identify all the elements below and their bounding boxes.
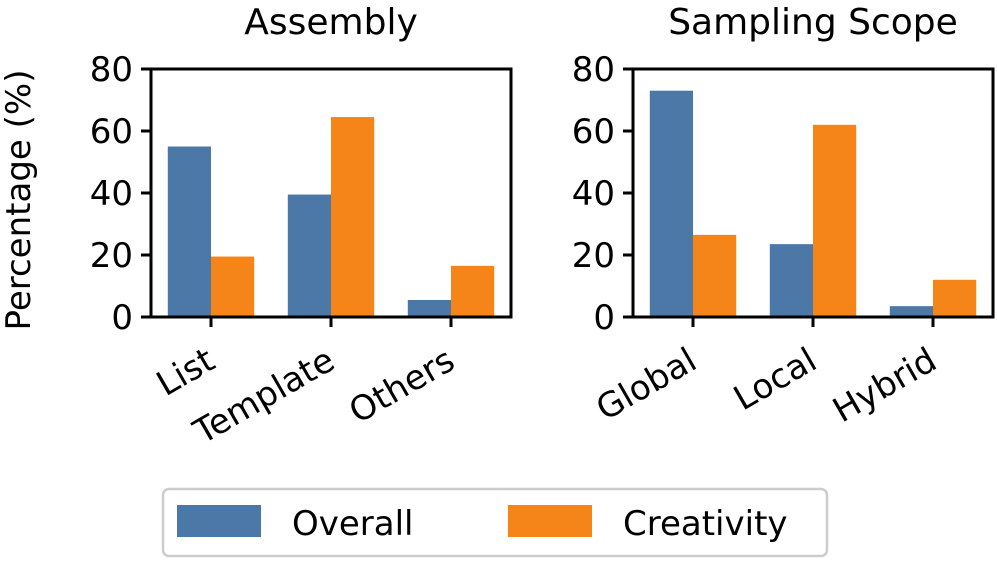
legend-label-creativity: Creativity	[623, 504, 788, 544]
assembly-bar-creativity-others	[451, 265, 495, 317]
assembly-bar-creativity-template	[331, 117, 375, 317]
sampling-scope-panel: Sampling Scope 0 20 40 60 80 Global Local Hybri…	[572, 2, 995, 431]
sampling-scope-bars	[649, 90, 977, 317]
assembly-ytick-label-60: 60	[90, 112, 133, 152]
sampling-scope-ytick-label-80: 80	[572, 50, 615, 90]
legend-frame	[161, 487, 829, 558]
sampling-scope-title: Sampling Scope	[668, 2, 958, 43]
assembly-bar-overall-others	[407, 299, 451, 317]
assembly-xtick-label-others: Others	[343, 340, 462, 432]
sampling-scope-axes: 0 20 40 60 80 Global Local Hybrid	[572, 50, 944, 431]
sampling-scope-ytick-label-60: 60	[572, 112, 615, 152]
sampling-scope-bar-overall-hybrid	[889, 306, 933, 317]
sampling-scope-ytick-label-0: 0	[593, 298, 615, 338]
legend-swatch-creativity	[508, 505, 592, 537]
sampling-scope-bar-creativity-hybrid	[933, 279, 977, 317]
legend-swatch-overall	[177, 505, 261, 537]
assembly-ytick-label-40: 40	[90, 174, 133, 214]
sampling-scope-xtick-label-global: Global	[590, 340, 704, 429]
assembly-title: Assembly	[244, 2, 418, 43]
sampling-scope-bar-overall-local	[769, 244, 813, 317]
assembly-ytick-label-0: 0	[111, 298, 133, 338]
sampling-scope-xtick-label-local: Local	[727, 340, 823, 419]
assembly-bar-creativity-list	[211, 256, 255, 317]
assembly-bar-overall-list	[167, 146, 211, 317]
sampling-scope-bar-overall-global	[649, 90, 693, 317]
legend: Overall Creativity	[161, 487, 829, 558]
assembly-bars	[167, 117, 495, 317]
sampling-scope-ytick-label-20: 20	[572, 236, 615, 276]
sampling-scope-xtick-label-hybrid: Hybrid	[826, 340, 943, 431]
assembly-bar-overall-template	[287, 194, 331, 317]
y-axis-label: Percentage (%)	[0, 70, 39, 331]
sampling-scope-ytick-label-40: 40	[572, 174, 615, 214]
sampling-scope-bar-creativity-local	[813, 124, 857, 317]
assembly-ytick-label-80: 80	[90, 50, 133, 90]
sampling-scope-bar-creativity-global	[693, 234, 737, 317]
legend-label-overall: Overall	[292, 504, 414, 544]
assembly-ytick-label-20: 20	[90, 236, 133, 276]
assembly-xtick-label-list: List	[150, 340, 221, 404]
